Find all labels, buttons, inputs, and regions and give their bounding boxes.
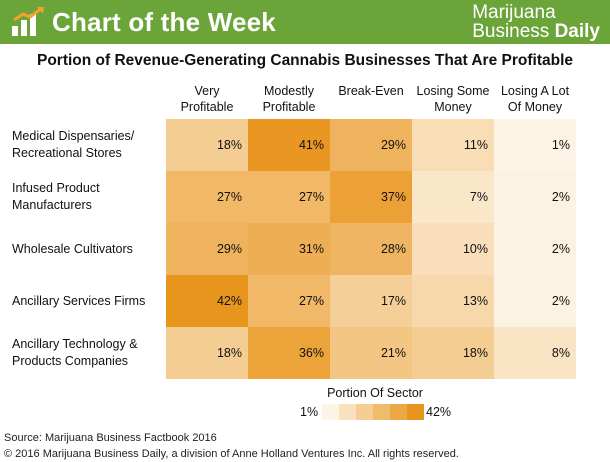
legend-min-label: 1%: [300, 405, 319, 419]
row-label: Medical Dispensaries/Recreational Stores: [12, 128, 162, 162]
row-label-line: Products Companies: [12, 354, 129, 368]
row-label-line: Infused Product: [12, 181, 100, 195]
heatmap-cell: 27%: [248, 275, 330, 327]
brand-line-1: Marijuana: [472, 2, 556, 23]
row-label-line: Ancillary Technology &: [12, 337, 138, 351]
bar-chart-logo-icon: [12, 6, 44, 36]
heatmap-cell: 27%: [166, 171, 248, 223]
heatmap-cell: 29%: [330, 119, 412, 171]
column-header-line: Money: [434, 100, 472, 114]
row-label-line: Medical Dispensaries/: [12, 129, 135, 143]
legend-title: Portion Of Sector: [327, 386, 423, 400]
column-header-line: [330, 99, 412, 115]
column-header: Break-Even: [330, 83, 412, 115]
legend-max-label: 42%: [426, 405, 452, 419]
heatmap-cell: 2%: [494, 223, 576, 275]
heatmap-cell: 18%: [166, 119, 248, 171]
row-label: Infused Product Manufacturers: [12, 180, 162, 214]
column-header-line: Very: [194, 84, 220, 98]
row-label-line: Wholesale Cultivators: [12, 241, 133, 256]
heatmap-cell: 2%: [494, 171, 576, 223]
brand-business: Business: [472, 21, 555, 42]
column-header: Losing Some Money: [412, 83, 494, 115]
brand-line-2: Business Daily: [472, 22, 600, 41]
heatmap-cell: 11%: [412, 119, 494, 171]
heatmap-cell: 2%: [494, 275, 576, 327]
legend-swatch: [322, 404, 339, 420]
row-label: Ancillary Services Firms: [12, 293, 162, 310]
chart-title: Portion of Revenue-Generating Cannabis B…: [36, 52, 573, 69]
copyright-note: © 2016 Marijuana Business Daily, a divis…: [4, 448, 459, 460]
brand-daily: Daily: [554, 21, 600, 42]
heatmap-cell: 37%: [330, 171, 412, 223]
heatmap-cell: 18%: [166, 327, 248, 379]
heatmap-cell: 10%: [412, 223, 494, 275]
row-label-line: Ancillary Services Firms: [12, 293, 146, 308]
brand-logo: Marijuana Business Daily: [472, 3, 600, 41]
heatmap-cell: 1%: [494, 119, 576, 171]
legend-swatch: [339, 404, 356, 420]
heatmap-cell: 18%: [412, 327, 494, 379]
row-label-line: Recreational Stores: [12, 146, 122, 160]
column-header-line: Modestly: [263, 84, 315, 98]
heatmap-cell: 21%: [330, 327, 412, 379]
heatmap-cell: 31%: [248, 223, 330, 275]
column-header-line: Break-Even: [338, 84, 404, 98]
column-header-line: Profitable: [262, 100, 316, 114]
legend-swatch: [356, 404, 373, 420]
row-label: Wholesale Cultivators: [12, 241, 162, 258]
heatmap-cell: 41%: [248, 119, 330, 171]
header-banner: Chart of the Week Marijuana Business Dai…: [0, 0, 610, 44]
heatmap-cell: 7%: [412, 171, 494, 223]
column-header: Very Profitable: [166, 83, 248, 115]
column-header: Modestly Profitable: [248, 83, 330, 115]
legend-swatch: [373, 404, 390, 420]
column-header-line: Losing A Lot: [500, 84, 570, 98]
row-label: Ancillary Technology & Products Companies: [12, 336, 162, 370]
heatmap-cell: 29%: [166, 223, 248, 275]
column-header: Losing A Lot Of Money: [494, 83, 576, 115]
column-header-line: Of Money: [507, 100, 563, 114]
heatmap-cell: 36%: [248, 327, 330, 379]
row-label-line: Manufacturers: [12, 198, 92, 212]
source-note: Source: Marijuana Business Factbook 2016: [4, 432, 217, 444]
legend-swatch: [407, 404, 424, 420]
heatmap-cell: 8%: [494, 327, 576, 379]
heatmap-cell: 27%: [248, 171, 330, 223]
heatmap-cell: 17%: [330, 275, 412, 327]
legend-swatch: [390, 404, 407, 420]
heatmap-cell: 28%: [330, 223, 412, 275]
banner-title: Chart of the Week: [52, 7, 276, 37]
column-header-line: Losing Some: [416, 84, 490, 98]
heatmap-cell: 13%: [412, 275, 494, 327]
column-header-line: Profitable: [180, 100, 234, 114]
heatmap-cell: 42%: [166, 275, 248, 327]
